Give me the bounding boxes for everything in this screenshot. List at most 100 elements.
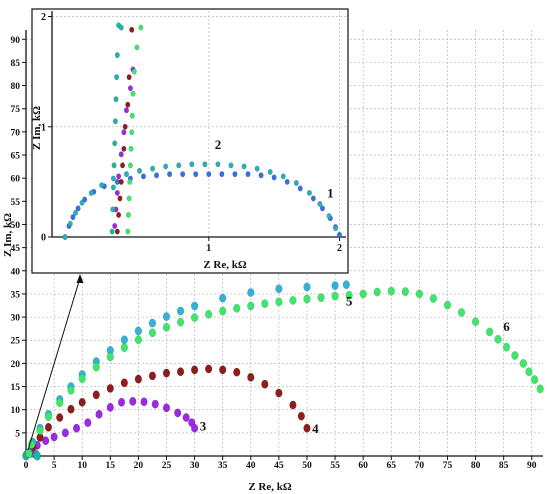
data-point-series-6 xyxy=(120,343,128,353)
y-tick-label: 30 xyxy=(11,314,21,324)
data-point-series-6 xyxy=(536,384,544,394)
data-point-series-6 xyxy=(205,309,213,319)
y-tick-label: 35 xyxy=(11,290,21,300)
data-point-series-1 xyxy=(219,171,225,178)
x-tick-label: 15 xyxy=(106,461,116,471)
data-point-series-6 xyxy=(25,449,33,459)
data-point-series-1 xyxy=(140,173,146,180)
data-point-series-4 xyxy=(190,365,199,375)
curve-label: 3 xyxy=(200,419,207,434)
data-point-series-2 xyxy=(293,179,299,186)
data-point-series-5 xyxy=(114,52,120,59)
curve-label: 5 xyxy=(346,294,353,309)
data-point-series-6 xyxy=(125,211,131,218)
data-point-series-4 xyxy=(303,423,311,433)
data-point-series-2 xyxy=(137,167,143,174)
data-point-series-6 xyxy=(519,358,527,368)
inset-x-axis-label: Z Re, kΩ xyxy=(203,259,247,271)
data-point-series-4 xyxy=(205,364,213,374)
data-point-series-4 xyxy=(121,145,127,152)
data-point-series-4 xyxy=(106,383,114,393)
data-point-series-6 xyxy=(494,334,502,344)
data-point-series-4 xyxy=(176,367,185,377)
data-point-series-4 xyxy=(219,365,227,375)
data-point-series-1 xyxy=(284,178,290,185)
data-point-series-4 xyxy=(233,367,241,377)
data-point-series-6 xyxy=(511,351,519,360)
data-point-series-6 xyxy=(275,297,283,307)
data-point-series-6 xyxy=(525,367,533,377)
data-point-series-3 xyxy=(84,418,92,428)
data-point-series-5 xyxy=(134,326,142,336)
x-tick-label: 45 xyxy=(274,461,284,471)
main-x-axis-label: Z Re, kΩ xyxy=(248,481,292,493)
y-tick-label: 40 xyxy=(11,267,21,277)
data-point-series-6 xyxy=(67,385,75,395)
x-tick-label: 10 xyxy=(77,461,87,471)
data-point-series-2 xyxy=(88,189,94,196)
data-point-series-6 xyxy=(502,342,511,352)
data-point-series-4 xyxy=(148,371,157,381)
data-point-series-5 xyxy=(176,306,185,316)
data-point-series-6 xyxy=(125,228,131,235)
data-point-series-4 xyxy=(67,404,75,414)
data-point-series-6 xyxy=(317,293,325,303)
y-tick-label: 70 xyxy=(11,128,21,138)
data-point-series-5 xyxy=(148,318,157,328)
data-point-series-1 xyxy=(232,171,238,178)
data-point-series-2 xyxy=(306,189,312,196)
x-tick-label: 30 xyxy=(190,461,200,471)
x-tick-label: 60 xyxy=(358,461,368,471)
data-point-series-5 xyxy=(190,301,199,311)
data-point-series-6 xyxy=(331,291,339,301)
y-tick-label: 65 xyxy=(11,152,21,162)
data-point-series-1 xyxy=(245,171,251,178)
data-point-series-3 xyxy=(190,423,199,433)
x-tick-label: 1 xyxy=(206,243,211,254)
data-point-series-5 xyxy=(118,24,124,31)
data-point-series-6 xyxy=(345,290,353,300)
data-point-series-6 xyxy=(134,335,142,345)
y-tick-label: 5 xyxy=(15,429,20,439)
y-tick-label: 90 xyxy=(11,36,21,46)
data-point-series-1 xyxy=(319,205,325,212)
main-curve-labels: 3 4 5 6 xyxy=(200,294,510,436)
data-point-series-1 xyxy=(154,172,160,179)
data-point-series-6 xyxy=(289,296,297,305)
data-point-series-3 xyxy=(151,399,159,409)
data-point-series-6 xyxy=(44,412,53,422)
data-point-series-3 xyxy=(140,397,148,407)
data-point-series-5 xyxy=(162,312,171,322)
data-point-series-1 xyxy=(258,172,264,179)
data-point-series-5 xyxy=(303,282,311,292)
data-point-series-2 xyxy=(176,162,182,169)
y-tick-label: 85 xyxy=(11,59,21,69)
data-point-series-6 xyxy=(261,299,269,309)
data-point-series-4 xyxy=(120,162,126,169)
data-point-series-3 xyxy=(127,85,133,92)
data-point-series-4 xyxy=(78,397,86,407)
data-point-series-6 xyxy=(233,303,241,313)
data-point-series-6 xyxy=(443,300,452,310)
data-point-series-6 xyxy=(162,322,171,332)
x-tick-label: 40 xyxy=(246,461,256,471)
data-point-series-2 xyxy=(33,451,41,461)
inset-frame xyxy=(31,8,349,274)
data-point-series-3 xyxy=(106,402,114,412)
y-tick-label: 75 xyxy=(11,105,21,115)
data-point-series-6 xyxy=(471,317,480,327)
y-tick-label: 50 xyxy=(11,221,21,231)
data-point-series-5 xyxy=(110,184,116,191)
data-point-series-6 xyxy=(387,286,395,296)
data-point-series-2 xyxy=(99,182,105,189)
data-point-series-2 xyxy=(110,175,116,182)
data-point-series-3 xyxy=(117,397,126,407)
inset-grid xyxy=(52,11,346,237)
y-tick-label: 10 xyxy=(11,406,21,416)
data-point-series-4 xyxy=(261,379,269,389)
data-point-series-4 xyxy=(92,390,100,400)
data-point-series-5 xyxy=(120,335,128,345)
main-data-points xyxy=(22,280,544,461)
